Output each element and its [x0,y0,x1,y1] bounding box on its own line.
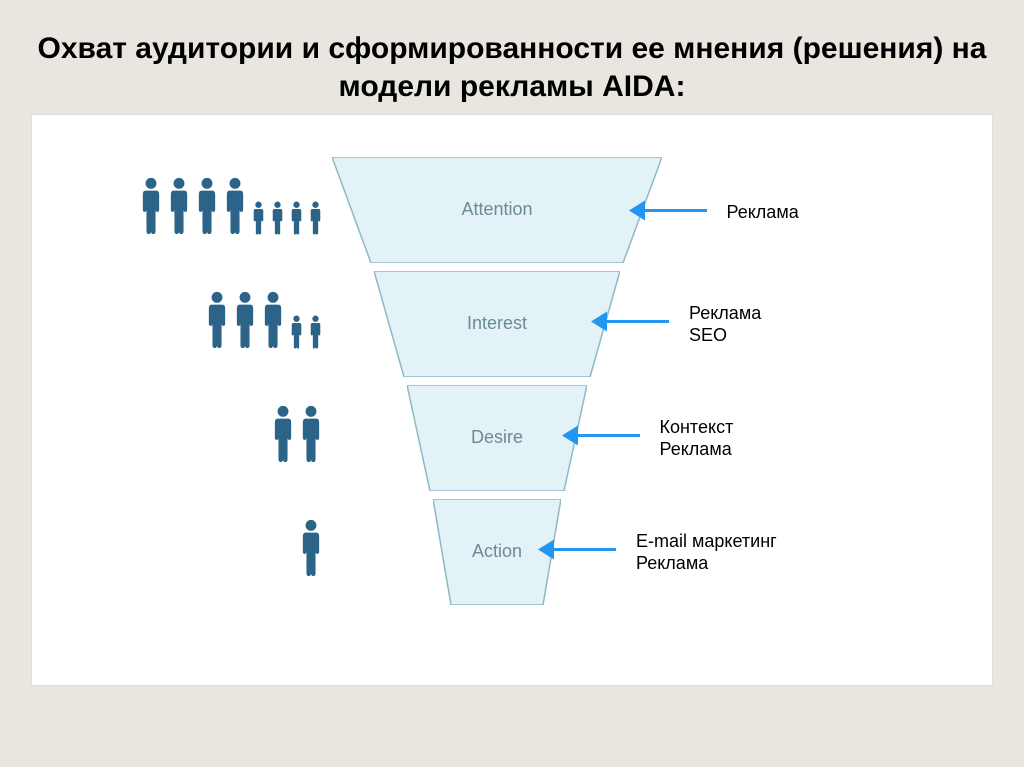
person-icon [224,177,246,240]
slide: Охват аудитории и сформированности ее мн… [0,0,1024,767]
funnel-stage-attention: Attention [332,157,662,263]
arrow-row-attention: Реклама [629,199,799,227]
people-row-attention [140,177,322,240]
person-icon-small [290,201,303,240]
person-icon-small [309,315,322,354]
people-row-desire [272,405,322,468]
person-icon [196,177,218,240]
arrow-label: Реклама [727,201,799,224]
person-icon-small [252,201,265,240]
people-row-action [300,519,322,582]
arrow-label: E-mail маркетинг Реклама [636,530,777,575]
arrow-row-interest: Реклама SEO [591,302,761,347]
arrow-label: Реклама SEO [689,302,761,347]
person-icon-small [309,201,322,240]
arrow-left-icon [591,310,669,338]
person-icon [140,177,162,240]
person-icon [262,291,284,354]
diagram-card: AttentionInterestDesireAction РекламаРек… [32,115,992,685]
arrow-left-icon [629,199,707,227]
people-row-interest [206,291,322,354]
person-icon [300,405,322,468]
arrow-left-icon [538,538,616,566]
slide-title: Охват аудитории и сформированности ее мн… [32,30,992,105]
person-icon-small [271,201,284,240]
person-icon [168,177,190,240]
funnel-stage-interest: Interest [374,271,620,377]
person-icon [300,519,322,582]
funnel-stage-desire: Desire [407,385,587,491]
arrow-row-action: E-mail маркетинг Реклама [538,530,777,575]
arrow-left-icon [562,424,640,452]
person-icon [206,291,228,354]
funnel-stage-label: Desire [407,427,587,448]
arrow-label: Контекст Реклама [660,416,734,461]
arrow-row-desire: Контекст Реклама [562,416,734,461]
person-icon [234,291,256,354]
person-icon-small [290,315,303,354]
funnel-stage-label: Attention [332,199,662,220]
person-icon [272,405,294,468]
funnel-stage-label: Interest [374,313,620,334]
